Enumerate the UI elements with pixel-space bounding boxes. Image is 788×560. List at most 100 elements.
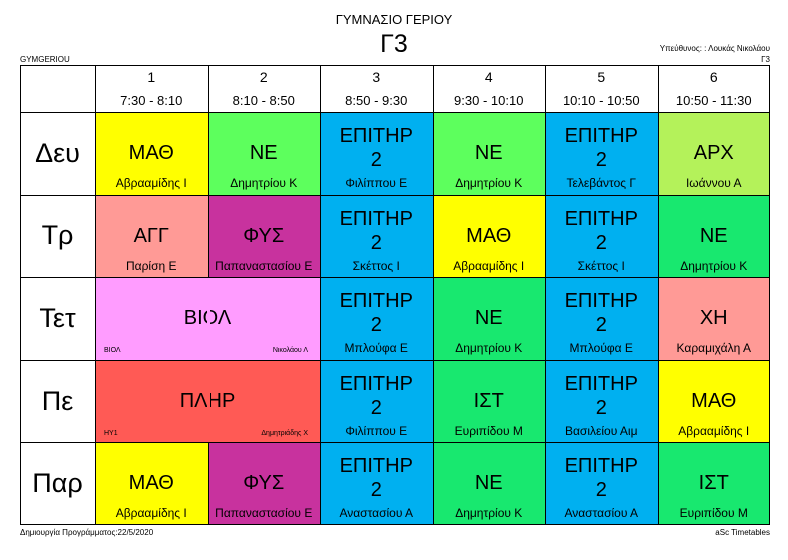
period-header: 1 7:30 - 8:10 [95,65,208,112]
period-time: 8:10 - 8:50 [232,93,295,108]
period-time: 10:10 - 10:50 [562,93,640,108]
lesson-teacher-small: Νικολάου Λ [272,347,308,355]
lesson-teacher: Βασιλείου Αιμ [564,423,638,438]
lesson-cell: ΜΑΘ Αβρααμίδης Ι [432,194,545,278]
grid-line [20,359,770,361]
lesson-subject: ΕΠΙΤΗΡ 2 [339,372,413,419]
lesson-cell: ΜΑΘ Αβρααμίδης Ι [95,112,208,195]
lesson-cell: ΝΕ Δημητρίου Κ [657,194,770,278]
lesson-teacher: Σκέττος Ι [352,258,400,273]
lesson-teacher: Αβρααμίδης Ι [678,423,750,438]
grid-line [20,277,770,279]
grid-line [432,65,434,525]
responsible-name: Υπεύθυνος: : Λουκάς Νικολάου [659,44,770,53]
lesson-subject: ΜΑΘ [128,142,174,164]
lesson-teacher: Ευριπίδου Μ [454,423,523,438]
class-title: Γ3 [380,30,408,58]
lesson-teacher: Σκέττος Ι [577,258,625,273]
timetable-grid: ΜΑΘ Αβρααμίδης Ι ΝΕ Δημητρίου Κ ΕΠΙΤΗΡ 2 Φιλίπ… [20,65,770,525]
lesson-teacher: Δημητρίου Κ [680,258,748,273]
lesson-subject: ΙΣΤ [698,472,729,495]
lesson-teacher: Φιλίππου Ε [345,423,408,438]
period-header: 5 10:10 - 10:50 [545,65,658,112]
lesson-cell: ΙΣΤ Ευριπίδου Μ [432,359,545,443]
lesson-cell: ΦΥΣ Παπαναστασίου Ε [207,442,320,525]
lesson-cell: ΕΠΙΤΗΡ 2 Σκέττος Ι [545,194,658,278]
lesson-cell: ΕΠΙΤΗΡ 2 Αναστασίου Α [545,442,658,525]
lesson-teacher: Τελεβάντος Γ [566,176,637,190]
period-time: 7:30 - 8:10 [120,93,183,108]
period-time: 8:50 - 9:30 [345,93,408,108]
lesson-cell: ΜΑΘ Αβρααμίδης Ι [657,359,770,443]
lesson-teacher: Μπλούφα Ε [569,341,633,356]
lesson-teacher: Δημητρίου Κ [455,341,523,356]
period-time: 10:50 - 11:30 [675,93,752,108]
school-code: GYMGERIOU [20,55,70,64]
lesson-teacher: Παπαναστασίου Ε [215,506,313,521]
day-label: Πε [41,385,74,416]
lesson-subject: ΦΥΣ [243,224,285,247]
created-date: Δημιουργία Προγράμματος:22/5/2020 [20,528,154,537]
lesson-teacher: Αβρααμίδης Ι [453,258,525,273]
day-label: Παρ [32,468,83,499]
lesson-subject: ΕΠΙΤΗΡ 2 [339,455,413,502]
responsible-teacher: Υπεύθυνος: : Λουκάς Νικολάου Γ3 [660,43,770,65]
lesson-cell: ΕΠΙΤΗΡ 2 Μπλούφα Ε [320,277,433,360]
period-number: 2 [259,69,268,85]
lesson-cell: ΑΓΓ Παρίση Ε [95,194,208,278]
software-credit: aSc Timetables [715,528,770,537]
day-label: Δευ [35,137,80,168]
period-header: 3 8:50 - 9:30 [320,65,433,112]
grid-line [95,65,96,525]
lesson-cell: ΝΕ Δημητρίου Κ [432,112,545,195]
grid-line [545,65,546,525]
lesson-teacher-small: Δημητριάδης Χ [261,429,308,437]
period-header: 6 10:50 - 11:30 [658,65,771,112]
grid-line [20,194,770,196]
lesson-cell: ΜΑΘ Αβρααμίδης Ι [95,442,208,525]
grid-line [20,524,770,525]
lesson-subject: ΜΑΘ [128,472,174,495]
lesson-teacher: Αναστασίου Α [564,506,639,521]
lesson-cell: ΝΕ Δημητρίου Κ [432,277,545,360]
lesson-teacher: Δημητρίου Κ [230,176,298,190]
lesson-cell: ΕΠΙΤΗΡ 2 Σκέττος Ι [320,194,433,278]
lesson-teacher: Δημητρίου Κ [455,506,523,521]
lesson-subject: ΝΕ [249,142,278,164]
grid-line [20,442,770,444]
lesson-subject: ΕΠΙΤΗΡ 2 [564,372,638,419]
grid-line [20,112,770,113]
lesson-cell: ΝΕ Δημητρίου Κ [207,112,320,195]
grid-line [20,65,770,66]
lesson-cell: ΦΥΣ Παπαναστασίου Ε [207,194,320,278]
lesson-cell: ΑΡΧ Ιωάννου Α [657,112,770,195]
period-number: 6 [709,69,718,85]
lesson-teacher: Δημητρίου Κ [455,176,523,190]
responsible-class: Γ3 [761,55,770,64]
lesson-cell: ΝΕ Δημητρίου Κ [432,442,545,525]
period-number: 5 [597,69,606,85]
lesson-teacher: Φιλίππου Ε [345,176,408,190]
lesson-subject: ΕΠΙΤΗΡ 2 [339,207,413,254]
period-time: 9:30 - 10:10 [454,93,524,108]
day-label: Τρ [41,220,74,251]
lesson-subject: ΧΗ [699,307,728,330]
period-header: 2 8:10 - 8:50 [208,65,321,112]
grid-line [20,65,21,525]
lesson-subject: ΑΓΓ [133,224,169,247]
lesson-cell: ΧΗ Καραμιχάλη Α [657,277,770,360]
lesson-subject: ΕΠΙΤΗΡ 2 [564,125,638,171]
grid-line [657,65,659,525]
lesson-subject: ΝΕ [474,472,503,495]
lesson-subject: ΜΑΘ [466,224,512,247]
lesson-cell: ΕΠΙΤΗΡ 2 Βασιλείου Αιμ [545,359,658,443]
grid-line [320,65,321,525]
lesson-teacher: Μπλούφα Ε [344,341,408,356]
merge-cover [206,360,210,443]
lesson-cell: ΕΠΙΤΗΡ 2 Φιλίππου Ε [320,112,433,195]
lesson-subject: ΝΕ [474,307,503,330]
lesson-teacher: Αναστασίου Α [339,506,414,521]
lesson-cell: ΕΠΙΤΗΡ 2 Τελεβάντος Γ [545,112,658,195]
lesson-subject: ΕΠΙΤΗΡ 2 [564,455,638,502]
period-number: 1 [147,69,156,85]
